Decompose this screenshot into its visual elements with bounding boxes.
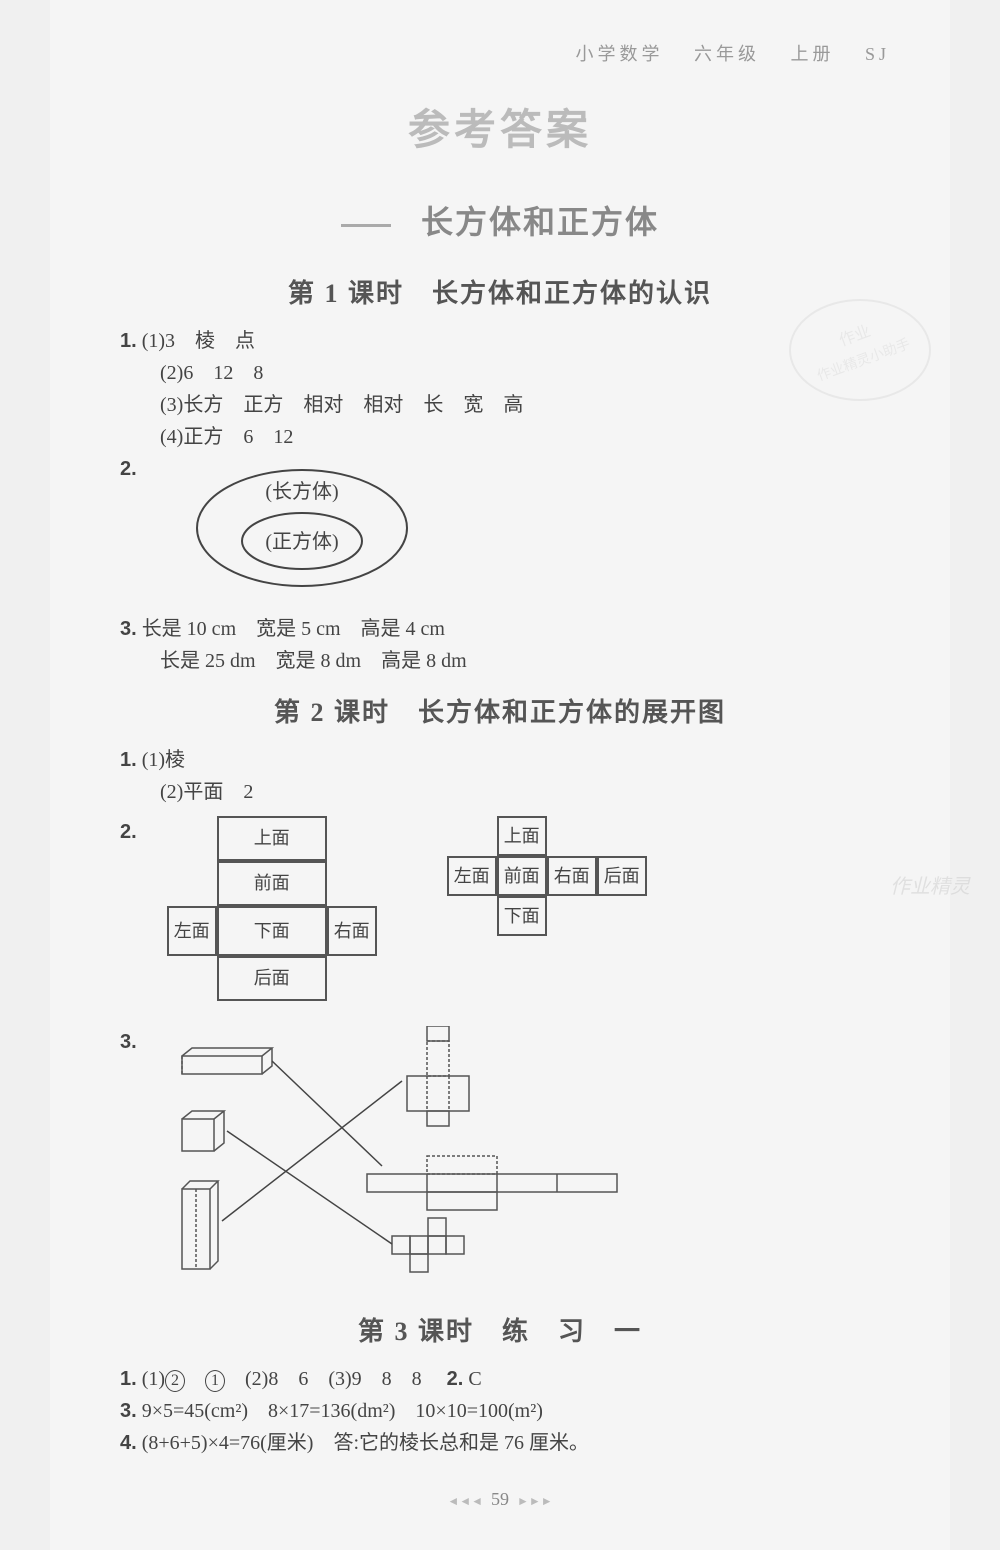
answer-text: (1)3 棱 点 xyxy=(142,330,255,352)
q-number: 3. xyxy=(120,1400,137,1422)
page-header: 小学数学 六年级 上册 SJ xyxy=(110,40,890,66)
page-footer: 59 xyxy=(110,1489,890,1510)
answer-text: 9×5=45(cm²) 8×17=136(dm²) 10×10=100(m²) xyxy=(142,1400,543,1422)
circled-num: 2 xyxy=(165,1370,185,1392)
answer-text: C xyxy=(468,1368,481,1390)
svg-text:(正方体): (正方体) xyxy=(265,530,338,553)
answer-text: 长是 25 dm 宽是 8 dm 高是 8 dm xyxy=(160,645,890,677)
answer-text: 长是 10 cm 宽是 5 cm 高是 4 cm xyxy=(142,618,445,640)
answer-text: (2)平面 2 xyxy=(160,776,890,808)
header-edition: SJ xyxy=(865,44,890,64)
q-number: 2. xyxy=(447,1368,464,1390)
net-face: 下面 xyxy=(497,896,547,936)
net-face: 左面 xyxy=(167,906,217,956)
q-number: 1. xyxy=(120,749,137,771)
main-title: 参考答案 xyxy=(110,96,890,157)
lesson2-answers: 1. (1)棱 (2)平面 2 2. 上面 前面 左面 下面 右面 后面 上面 … xyxy=(120,744,890,1296)
watermark-text: 作业精灵 xyxy=(890,870,970,899)
answer-text: (8+6+5)×4=76(厘米) 答:它的棱长总和是 76 厘米。 xyxy=(142,1432,589,1454)
net-face: 前面 xyxy=(497,856,547,896)
q-number: 1. xyxy=(120,1368,137,1390)
dash-icon xyxy=(341,224,391,227)
answer-text: (1)棱 xyxy=(142,749,185,771)
venn-diagram: (长方体) (正方体) xyxy=(187,463,417,603)
net-face: 左面 xyxy=(447,856,497,896)
answer-text: (4)正方 6 12 xyxy=(160,421,890,453)
lesson1-title: 第 1 课时 长方体和正方体的认识 xyxy=(110,273,890,310)
net-face: 后面 xyxy=(597,856,647,896)
chapter-title: 长方体和正方体 xyxy=(110,197,890,243)
svg-text:(长方体): (长方体) xyxy=(265,480,338,503)
header-volume: 上册 xyxy=(790,44,834,64)
net-face: 右面 xyxy=(547,856,597,896)
header-grade: 六年级 xyxy=(694,44,760,64)
lesson3-title: 第 3 课时 练 习 一 xyxy=(110,1311,890,1348)
net-face: 上面 xyxy=(497,816,547,856)
page-content: 小学数学 六年级 上册 SJ 参考答案 长方体和正方体 第 1 课时 长方体和正… xyxy=(50,0,950,1550)
circled-num: 1 xyxy=(205,1370,225,1392)
lesson2-title: 第 2 课时 长方体和正方体的展开图 xyxy=(110,692,890,729)
page-number: 59 xyxy=(447,1489,552,1509)
watermark-stamp: 作业 作业精灵小助手 xyxy=(780,290,940,410)
header-subject: 小学数学 xyxy=(575,44,663,64)
lesson3-answers: 1. (1)2 1 (2)8 6 (3)9 8 8 2. C 3. 9×5=45… xyxy=(120,1363,890,1459)
q-number: 3. xyxy=(120,1026,137,1058)
net-diagram-rect: 上面 前面 左面 下面 右面 后面 xyxy=(167,816,427,1016)
net-diagram-cube: 上面 左面 前面 右面 后面 下面 xyxy=(447,816,667,956)
q-number: 1. xyxy=(120,330,137,352)
net-face: 后面 xyxy=(217,956,327,1001)
net-face: 上面 xyxy=(217,816,327,861)
net-face: 右面 xyxy=(327,906,377,956)
lesson1-answers: 1. (1)3 棱 点 (2)6 12 8 (3)长方 正方 相对 相对 长 宽… xyxy=(120,325,890,677)
matching-diagram xyxy=(167,1026,667,1296)
chapter-name: 长方体和正方体 xyxy=(421,204,659,240)
svg-text:作业精灵小助手: 作业精灵小助手 xyxy=(815,336,913,385)
q-number: 2. xyxy=(120,816,137,848)
net-face: 下面 xyxy=(217,906,327,956)
svg-text:作业: 作业 xyxy=(837,322,873,350)
q-number: 4. xyxy=(120,1432,137,1454)
q-number: 2. xyxy=(120,453,137,485)
q-number: 3. xyxy=(120,618,137,640)
net-face: 前面 xyxy=(217,861,327,906)
